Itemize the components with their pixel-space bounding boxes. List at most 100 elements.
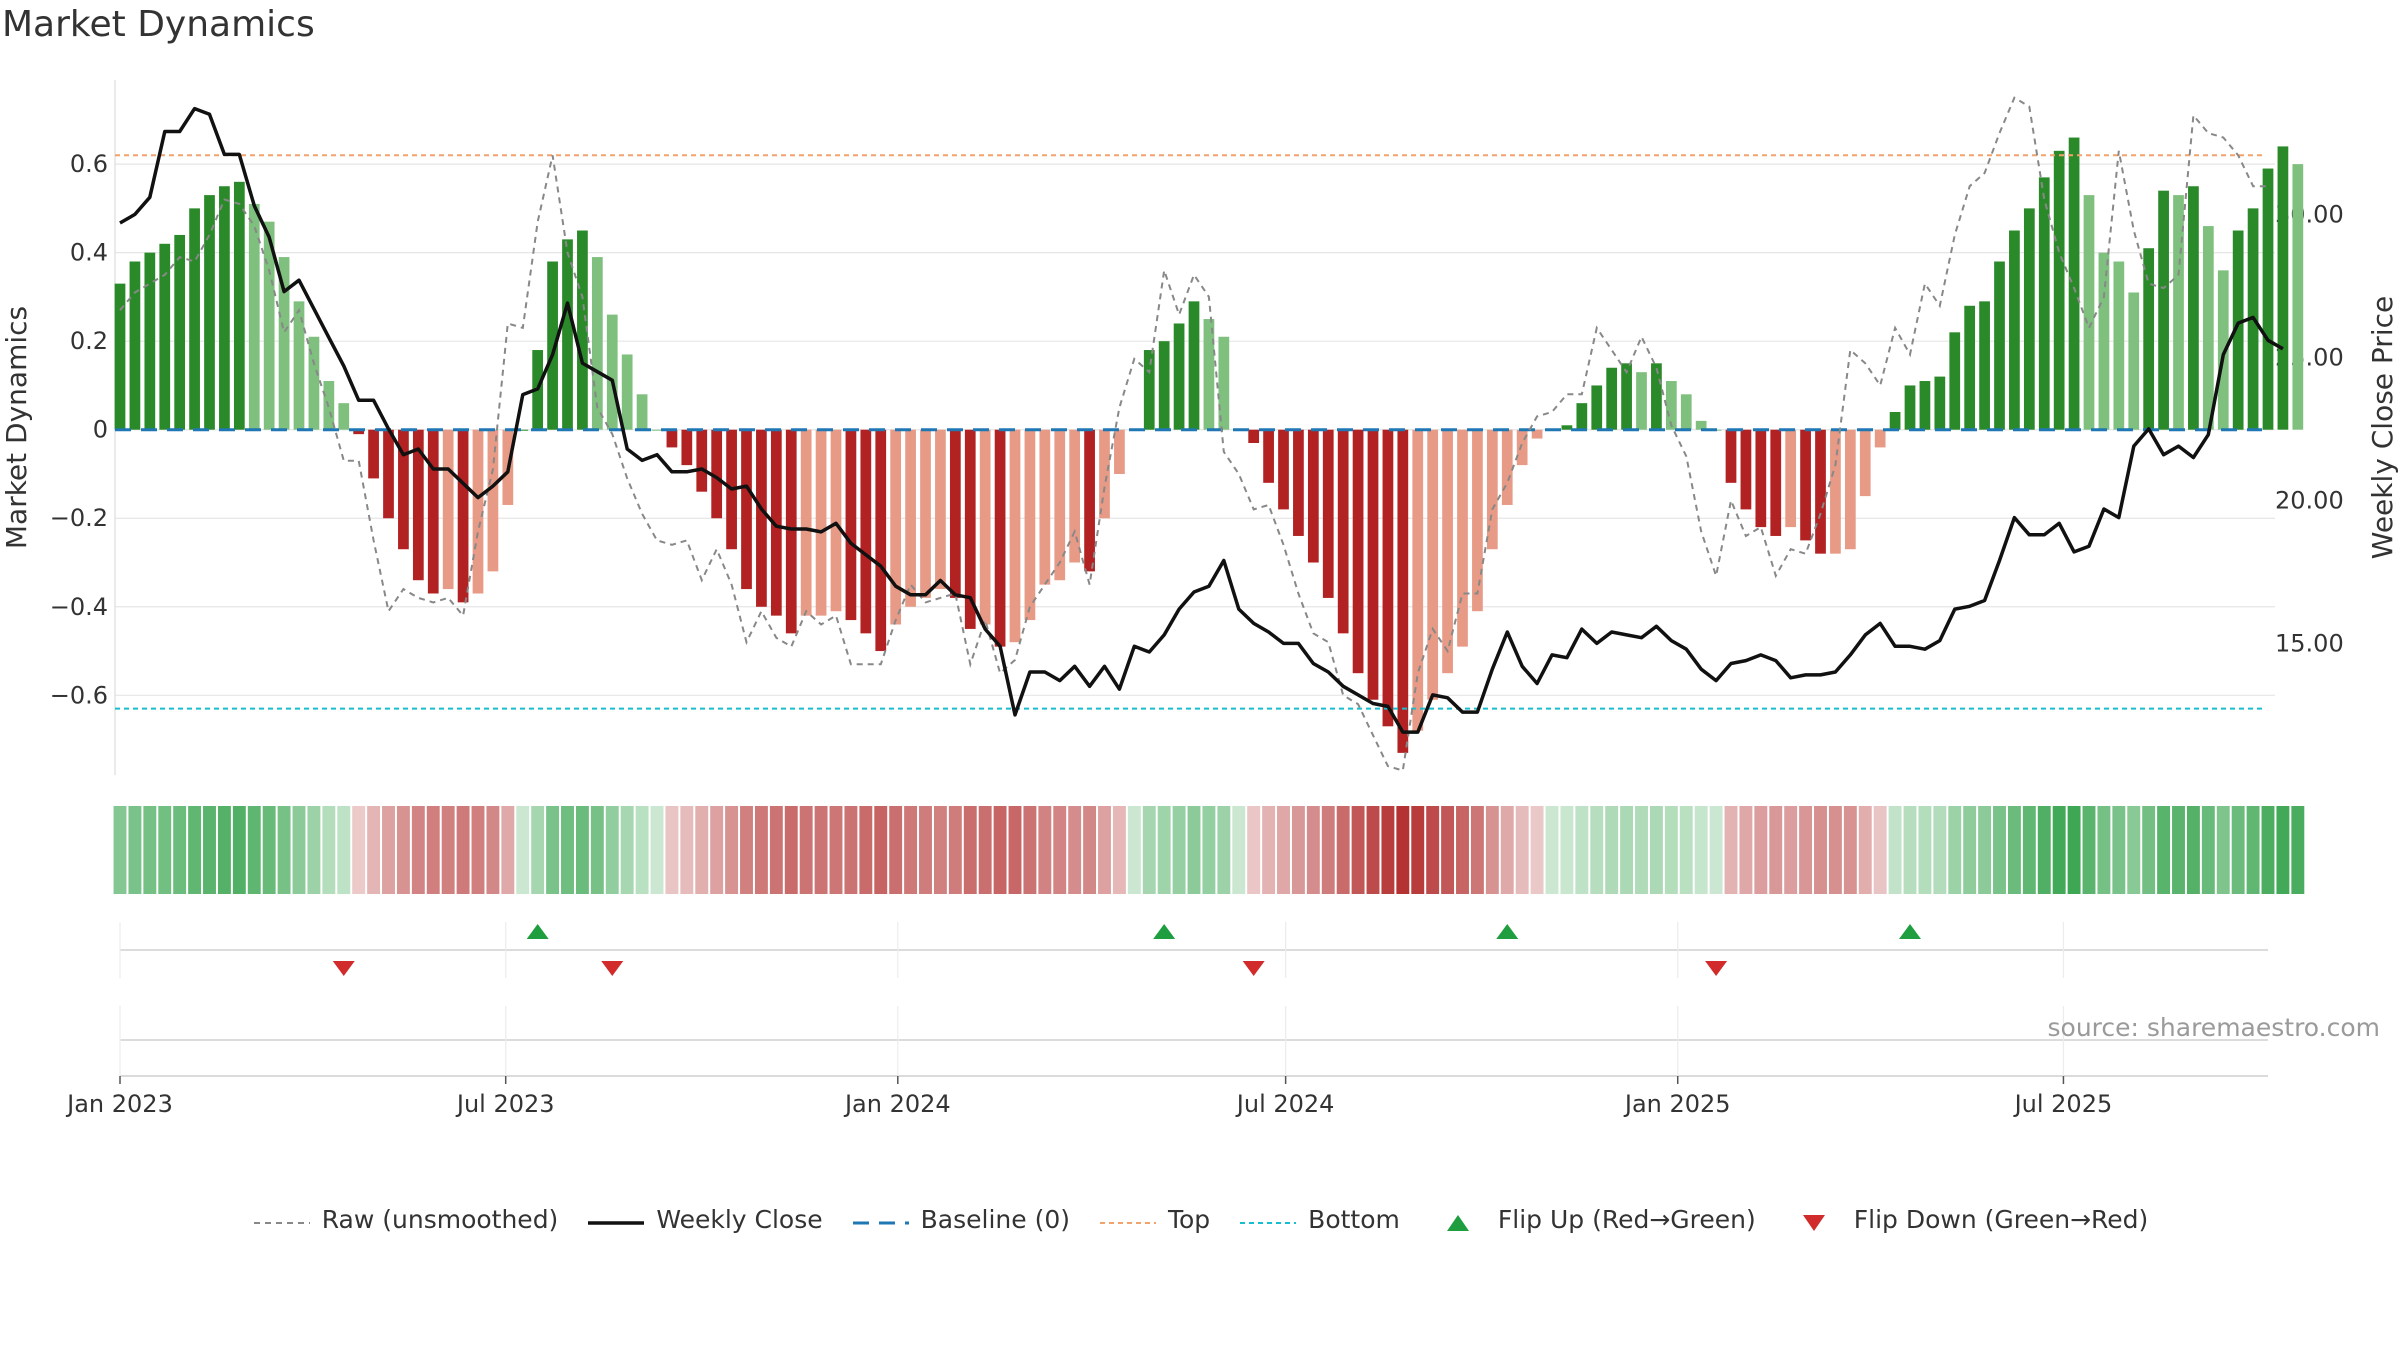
x-tick-label: Jan 2024 xyxy=(843,1090,951,1118)
raw-line-swatch xyxy=(252,1210,312,1230)
heat-strip-cell xyxy=(2052,806,2066,894)
heat-strip-cell xyxy=(1605,806,1619,894)
dynamics-bar xyxy=(1889,412,1901,430)
heat-strip-cell xyxy=(1291,806,1305,894)
heat-strip-cell xyxy=(367,806,381,894)
heat-strip-cell xyxy=(740,806,753,894)
heat-strip-cell xyxy=(501,806,515,894)
dynamics-bar xyxy=(1307,429,1319,563)
heat-strip-cell xyxy=(680,806,694,894)
heat-strip-cell xyxy=(710,806,724,894)
heat-strip-cell xyxy=(1754,806,1768,894)
heat-strip-cell xyxy=(1456,806,1469,894)
dynamics-bar xyxy=(562,239,573,430)
heat-strip-cell xyxy=(620,806,634,894)
dynamics-bar xyxy=(1158,341,1170,430)
dynamics-bar xyxy=(1591,385,1603,430)
dynamics-bar xyxy=(1979,301,1990,430)
heat-strip-cell xyxy=(1799,806,1813,894)
legend-label: Flip Down (Green→Red) xyxy=(1853,1205,2149,1234)
legend-item: Weekly Close xyxy=(586,1205,823,1234)
dynamics-bar xyxy=(2053,150,2065,430)
heat-strip-cell xyxy=(486,806,500,894)
heat-strip-cell xyxy=(561,806,574,894)
dynamics-bar xyxy=(1084,429,1095,572)
dynamics-bar xyxy=(1143,350,1155,430)
heat-strip-cell xyxy=(1441,806,1455,894)
heat-strip-cell xyxy=(1828,806,1842,894)
heat-strip-cell xyxy=(635,806,649,894)
heat-strip-cell xyxy=(963,806,977,894)
heat-strip-cell xyxy=(725,806,739,894)
heat-strip-cell xyxy=(784,806,798,894)
heat-strip-cell xyxy=(2291,806,2305,894)
dynamics-bar xyxy=(338,403,350,430)
dynamics-bar xyxy=(1352,429,1364,674)
dynamics-bar xyxy=(189,208,200,430)
dynamics-bar xyxy=(159,243,171,430)
heat-strip-cell xyxy=(1366,806,1380,894)
dynamics-bar xyxy=(1173,323,1185,430)
x-tick-label: Jul 2023 xyxy=(455,1090,555,1118)
dynamics-bar xyxy=(487,429,499,572)
dynamics-bar xyxy=(1800,429,1811,541)
dynamics-bar xyxy=(1606,367,1618,430)
dynamics-bar xyxy=(1501,429,1513,505)
dynamics-bar xyxy=(1337,429,1349,634)
heat-strip-cell xyxy=(919,806,932,894)
heat-strip-cell xyxy=(322,806,336,894)
dynamics-bar xyxy=(174,234,186,430)
heat-strip-cell xyxy=(1649,806,1663,894)
y-tick-label: 0.4 xyxy=(70,239,108,267)
dynamics-bar xyxy=(905,429,916,607)
heat-strip-cell xyxy=(1903,806,1917,894)
heat-strip-cell xyxy=(352,806,366,894)
heat-strip-cell xyxy=(2186,806,2200,894)
dynamics-bar xyxy=(994,429,1006,647)
dynamics-bar xyxy=(1516,429,1528,466)
dynamics-bar xyxy=(2173,195,2184,430)
heat-strip-cell xyxy=(1739,806,1753,894)
dynamics-bar xyxy=(1293,429,1304,536)
dynamics-bar xyxy=(1576,403,1588,430)
dynamics-bar xyxy=(1427,429,1439,700)
heat-strip-cell xyxy=(188,806,202,894)
heat-strip-cell xyxy=(1948,806,1962,894)
heat-strip-cell xyxy=(2157,806,2171,894)
dynamics-bar xyxy=(1486,429,1498,550)
heat-strip-cell xyxy=(2097,806,2111,894)
dynamics-bar xyxy=(383,429,394,519)
heat-strip-cell xyxy=(292,806,306,894)
heat-strip-cell xyxy=(904,806,918,894)
dynamics-bar xyxy=(1964,305,1976,430)
top-line-swatch xyxy=(1098,1210,1158,1230)
dynamics-bar xyxy=(1665,381,1677,430)
legend-item: Raw (unsmoothed) xyxy=(252,1205,558,1234)
heat-strip-cell xyxy=(2142,806,2156,894)
legend-label: Top xyxy=(1167,1205,1211,1234)
heat-strip-cell xyxy=(411,806,425,894)
heat-strip-cell xyxy=(1515,806,1529,894)
heat-strip-cell xyxy=(1470,806,1484,894)
heat-strip-cell xyxy=(2007,806,2021,894)
legend-item: Top xyxy=(1098,1205,1210,1234)
dynamics-bar xyxy=(2202,226,2214,430)
heat-strip-cell xyxy=(396,806,410,894)
heat-strip-cell xyxy=(1560,806,1574,894)
dynamics-bar xyxy=(114,283,126,430)
dynamics-bar xyxy=(308,336,320,430)
heat-strip-cell xyxy=(426,806,440,894)
dynamics-bar xyxy=(1069,429,1081,563)
dynamics-bar xyxy=(1114,429,1125,474)
dynamics-bar xyxy=(636,394,648,430)
heat-strip-cell xyxy=(1247,806,1261,894)
heat-strip-cell xyxy=(113,806,127,894)
dynamics-bar xyxy=(1785,429,1797,528)
heat-strip-cell xyxy=(1993,806,2006,894)
dynamics-bar xyxy=(278,257,290,430)
heat-strip-cell xyxy=(1068,806,1082,894)
heat-strip-cell xyxy=(2082,806,2096,894)
heat-strip-cell xyxy=(1978,806,1992,894)
triangle-down-icon xyxy=(1784,1210,1844,1231)
